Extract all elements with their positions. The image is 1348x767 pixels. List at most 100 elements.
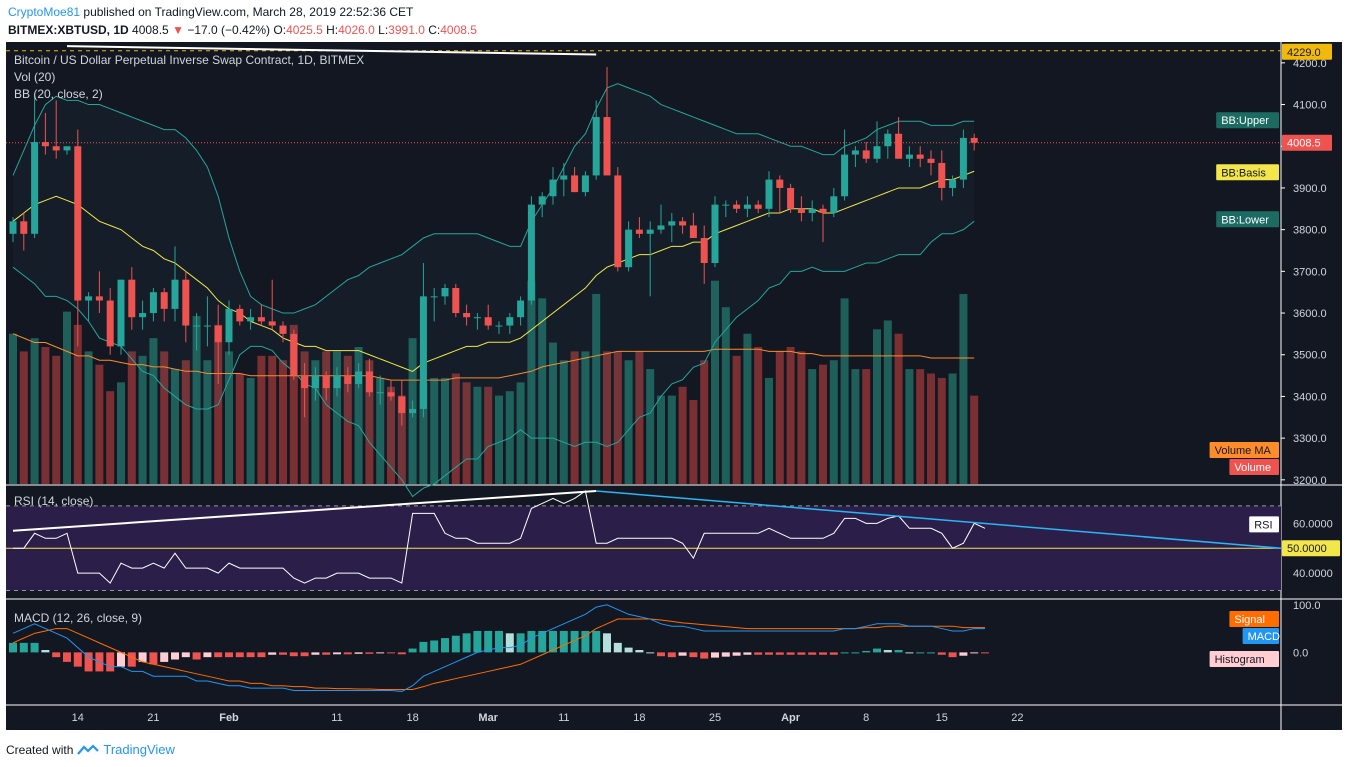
- price-tick-label: 3200.0: [1293, 475, 1327, 487]
- macd-histogram-bar: [9, 642, 17, 653]
- macd-histogram-bar: [667, 652, 676, 658]
- macd-line: [12, 604, 985, 692]
- candle-body: [733, 204, 741, 209]
- time-tick-label: 18: [406, 712, 418, 724]
- candle-body: [398, 396, 406, 414]
- macd-histogram-bar: [829, 652, 838, 655]
- candle-body: [31, 142, 39, 234]
- volume-bar: [73, 324, 82, 484]
- price-tick-label: 3800.0: [1293, 225, 1327, 237]
- volume-bar: [343, 355, 352, 484]
- price-tick-label: 3600.0: [1293, 308, 1327, 320]
- price-tick-label: 3700.0: [1293, 266, 1327, 278]
- volume-bar: [646, 369, 655, 484]
- price-axis-background[interactable]: [1281, 42, 1342, 730]
- macd-histogram-bar: [765, 652, 773, 655]
- macd-histogram-bar: [343, 652, 352, 655]
- bb-lower-tag-bg: [1216, 211, 1279, 228]
- tradingview-brand[interactable]: TradingView: [103, 742, 175, 757]
- volume-bar: [430, 377, 439, 484]
- candle-body: [549, 179, 557, 197]
- rsi-tag: RSI: [1254, 519, 1272, 531]
- volume-bar: [797, 351, 806, 484]
- macd-histogram-bar: [516, 633, 525, 653]
- volume-bar: [743, 333, 752, 484]
- macd-histogram-bar: [462, 633, 471, 653]
- candle-body: [9, 221, 17, 234]
- macd-histogram-bar: [300, 652, 309, 657]
- volume-bar: [322, 351, 331, 484]
- macd-histogram-bar: [354, 652, 363, 654]
- time-tick-label: 15: [936, 712, 948, 724]
- volume-bar: [235, 373, 244, 484]
- volume-bar: [959, 293, 968, 484]
- macd-histogram-bar: [441, 638, 449, 653]
- volume-bar: [311, 360, 320, 484]
- candle-body: [581, 175, 589, 193]
- volume-bar: [667, 395, 676, 484]
- candle-body: [430, 296, 438, 298]
- volume-bar: [829, 360, 838, 484]
- candle-body: [63, 146, 71, 151]
- bb-basis-tag: BB:Basis: [1221, 167, 1266, 179]
- macd-histogram-bar: [52, 652, 61, 658]
- volume-bar: [883, 320, 892, 484]
- volume-bar: [732, 355, 741, 484]
- candle-body: [452, 288, 460, 314]
- candle-body: [895, 133, 903, 159]
- price-tick-label: 3300.0: [1293, 433, 1327, 445]
- macd-histogram-bar: [30, 642, 39, 653]
- volume-bar: [171, 369, 179, 484]
- volume-bar: [300, 351, 309, 484]
- macd-histogram-bar: [592, 630, 601, 653]
- macd-tick-label: 0.0: [1293, 647, 1308, 659]
- macd-signal-tag: Signal: [1234, 614, 1265, 626]
- macd-tag-bg: [1242, 628, 1279, 644]
- macd-histogram-bar: [73, 652, 82, 667]
- volume-ma-line: [12, 333, 975, 381]
- macd-histogram-bar: [981, 652, 989, 654]
- resistance-level-tag: 4229.0: [1287, 47, 1321, 59]
- candle-body: [743, 204, 751, 209]
- macd-histogram-bar: [840, 652, 849, 654]
- macd-histogram-bar: [635, 650, 644, 653]
- volume-bar: [451, 373, 460, 484]
- macd-signal-line: [12, 618, 985, 691]
- author-link[interactable]: CryptoMoe81: [8, 5, 81, 19]
- candle-body: [365, 371, 373, 393]
- rsi-trendline-blue: [596, 490, 1282, 549]
- macd-indicator-label: MACD (12, 26, close, 9): [14, 611, 142, 625]
- volume-bar: [721, 307, 730, 484]
- volume-bar: [819, 364, 827, 484]
- volume-bar: [462, 382, 471, 484]
- macd-histogram-bar: [873, 648, 881, 653]
- candle-body: [841, 154, 849, 197]
- footer: Created with TradingView: [6, 742, 175, 757]
- volume-bar: [268, 355, 277, 484]
- volume-bar: [41, 346, 50, 484]
- macd-histogram-bar: [646, 652, 655, 654]
- macd-histogram-bar: [624, 647, 633, 653]
- macd-histogram-bar: [257, 652, 266, 658]
- candle-body: [247, 317, 255, 322]
- volume-bar: [538, 298, 547, 484]
- macd-histogram-bar: [333, 652, 341, 655]
- published-text: published on TradingView.com, March 28, …: [83, 5, 414, 19]
- candle-body: [376, 392, 384, 394]
- macd-histogram-bar: [19, 642, 28, 653]
- macd-tag: MACD: [1248, 631, 1280, 643]
- candle-body: [171, 279, 179, 309]
- rsi-line: [13, 490, 986, 584]
- macd-histogram-bar: [387, 652, 395, 654]
- macd-histogram-bar: [279, 652, 287, 655]
- macd-histogram-bar: [851, 652, 860, 654]
- bb-upper-tag: BB:Upper: [1221, 115, 1269, 127]
- last-price: 4008.5: [132, 23, 169, 37]
- bb-lower-line: [12, 220, 975, 498]
- publish-header: CryptoMoe81 published on TradingView.com…: [8, 5, 413, 19]
- open-value: 4025.5: [286, 23, 323, 37]
- volume-bar: [894, 333, 903, 484]
- time-tick-label: Apr: [781, 712, 801, 724]
- candle-body: [290, 333, 298, 376]
